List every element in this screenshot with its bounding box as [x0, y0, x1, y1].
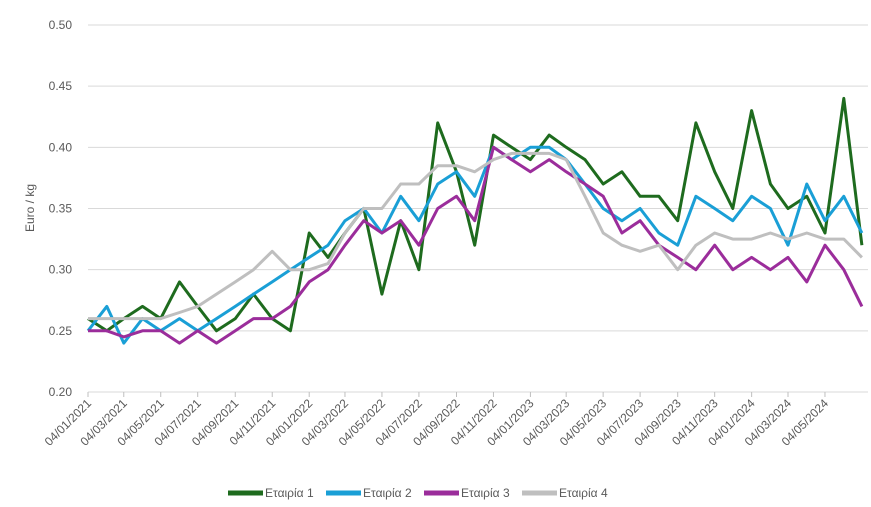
series-line [87, 96, 864, 333]
y-tick-label: 0.20 [49, 385, 73, 399]
series-line [86, 145, 864, 345]
legend-label: Εταιρία 2 [363, 486, 412, 500]
legend-label: Εταιρία 1 [265, 486, 314, 500]
y-axis-label: Euro / kg [23, 184, 37, 232]
y-tick-label: 0.25 [49, 324, 73, 338]
series-line [88, 151, 863, 321]
y-tick-label: 0.30 [49, 263, 73, 277]
series-line [88, 145, 864, 345]
legend-label: Εταιρία 3 [461, 486, 510, 500]
y-tick-label: 0.45 [49, 79, 73, 93]
y-tick-label: 0.40 [49, 140, 73, 154]
y-tick-label: 0.50 [49, 18, 73, 32]
y-tick-label: 0.35 [49, 202, 73, 216]
legend-label: Εταιρία 4 [559, 486, 608, 500]
